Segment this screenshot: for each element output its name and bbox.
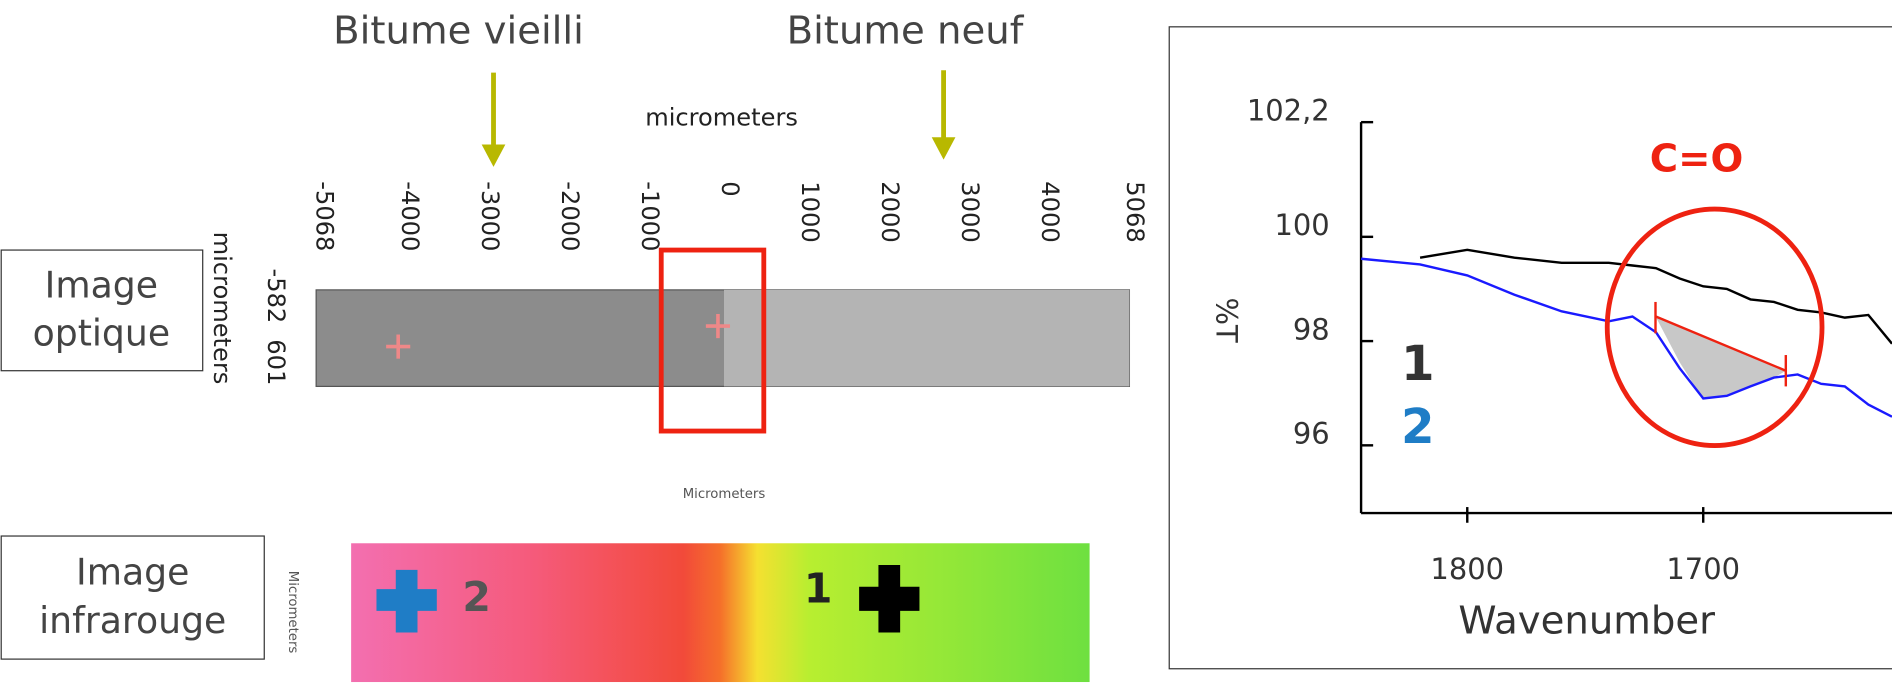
optical-y-tick-label: 601: [262, 339, 290, 385]
y-tick-label: 100: [1274, 208, 1329, 242]
label-old: Bitume vieilli: [333, 8, 584, 53]
figure: Bitume vieilli Bitume neuf micrometers m…: [0, 0, 1892, 698]
y-tick-label: 96: [1293, 417, 1330, 451]
y-tick-label: 98: [1293, 312, 1330, 346]
y-tick-label: 102,2: [1247, 94, 1330, 128]
optical-x-tick-label: 0: [716, 181, 744, 196]
optical-y-title: micrometers: [208, 232, 236, 385]
optical-x-tick-label: -4000: [396, 181, 424, 251]
optical-x-tick-label: 4000: [1036, 181, 1064, 242]
annotation: C=O: [1650, 136, 1744, 181]
optical-x-tick-label: 2000: [876, 181, 904, 242]
label-new: Bitume neuf: [787, 8, 1025, 53]
ir-marker: 2: [462, 573, 491, 621]
legend-entry: 2: [1401, 399, 1435, 455]
legend-entry: 1: [1401, 336, 1435, 392]
optical-image-light: [724, 290, 1129, 387]
ir-x-title: Micrometers: [683, 487, 766, 502]
optical-x-tick-label: 3000: [956, 181, 984, 242]
optical-y-tick-label: -582: [262, 269, 290, 324]
optical-x-tick-label: -2000: [556, 181, 584, 251]
optical-x-tick-label: -1000: [636, 181, 664, 251]
x-axis-title: Wavenumber: [1458, 598, 1715, 643]
optical-x-tick-label: -3000: [476, 181, 504, 251]
optical-x-tick-label: 1000: [796, 181, 824, 242]
optical-x-title: micrometers: [645, 104, 798, 132]
x-tick-label: 1800: [1430, 552, 1504, 586]
y-axis-title: %T: [1210, 297, 1244, 342]
x-tick-label: 1700: [1666, 552, 1740, 586]
ir-y-title: Micrometers: [285, 571, 300, 654]
ir-marker: 1: [804, 565, 833, 613]
optical-x-tick-label: 5068: [1121, 181, 1149, 242]
optical-x-tick-label: -5068: [310, 181, 338, 251]
